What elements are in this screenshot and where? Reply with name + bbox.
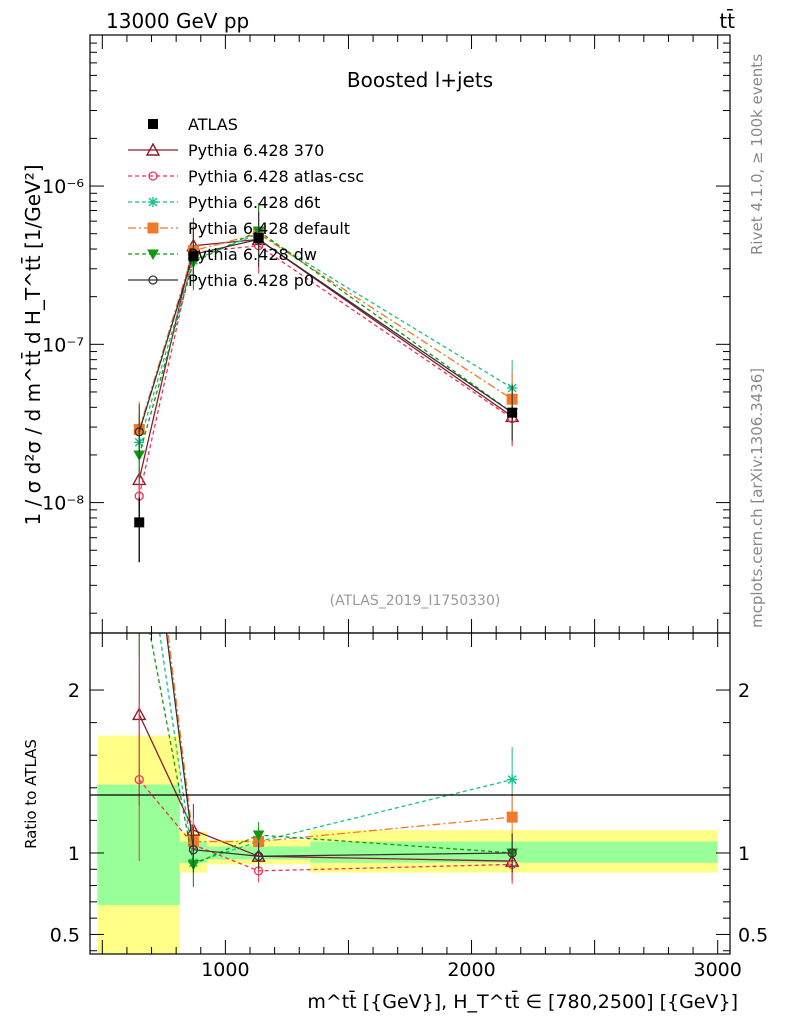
data-point xyxy=(134,517,145,528)
legend-marker xyxy=(147,222,159,234)
ratio-series xyxy=(132,392,520,888)
main-ytick-label: 10⁻⁷ xyxy=(42,334,84,356)
legend-label: ATLAS xyxy=(188,115,238,134)
legend: ATLAS Pythia 6.428 370 Pythia 6.428 atlas-… xyxy=(128,115,364,290)
rivet-label: Rivet 4.1.0, ≥ 100k events xyxy=(748,54,766,255)
main-frame xyxy=(89,34,731,634)
ratio-panel: 0.5 0.5 1 1 2 2 1000 2000 3000 Ratio to ATLAS m^… xyxy=(22,392,768,1013)
analysis-label: (ATLAS_2019_I1750330) xyxy=(330,593,501,609)
energy-label: 13000 GeV pp xyxy=(106,9,249,33)
data-point xyxy=(253,232,264,243)
ratio-point xyxy=(506,811,518,823)
legend-marker xyxy=(147,249,159,261)
series-line xyxy=(138,238,513,433)
process-label: tt̄ xyxy=(719,8,735,33)
ratio-ylabel: Ratio to ATLAS xyxy=(22,739,40,849)
uncertainty-band-green xyxy=(97,784,180,906)
legend-marker xyxy=(148,171,158,181)
data-point xyxy=(188,251,199,262)
ratio-line xyxy=(158,633,513,864)
ratio-ytick-label: 1 xyxy=(68,843,80,865)
ratio-point xyxy=(253,851,264,861)
ratio-line xyxy=(138,779,513,872)
main-series xyxy=(132,203,520,563)
series-point xyxy=(134,427,144,437)
data-point xyxy=(507,407,518,418)
ratio-point xyxy=(507,848,517,858)
ratio-line xyxy=(149,633,513,866)
main-ylabel: 1 / σ d²σ / d m^tt̄ d H_T^tt̄ [1/GeV²] xyxy=(20,164,45,525)
legend-marker xyxy=(145,142,161,156)
xlabel: m^tt̄ [{GeV}], H_T^tt̄ ∈ [780,2500] [{Ge… xyxy=(307,989,738,1013)
ratio-xtick-label: 2000 xyxy=(447,959,495,981)
legend-label: Pythia 6.428 dw xyxy=(188,245,317,264)
ratio-point xyxy=(134,392,144,402)
ratio-ytick-label-right: 2 xyxy=(738,680,750,702)
ratio-ytick-label-right: 0.5 xyxy=(738,924,768,946)
ratio-line xyxy=(165,633,513,857)
ratio-point xyxy=(507,774,518,785)
ratio-point xyxy=(134,774,144,785)
legend-label: Pythia 6.428 atlas-csc xyxy=(188,167,364,186)
series-line xyxy=(138,244,513,497)
main-ytick-label: 10⁻⁸ xyxy=(42,493,84,515)
ratio-ytick-label-right: 1 xyxy=(738,843,750,865)
series-line xyxy=(138,230,513,456)
ratio-ticks: 0.5 0.5 1 1 2 2 1000 2000 3000 xyxy=(50,633,768,981)
ratio-xtick-label: 3000 xyxy=(694,959,742,981)
legend-label: Pythia 6.428 370 xyxy=(188,141,324,160)
legend-label: Pythia 6.428 p0 xyxy=(188,271,314,290)
legend-marker xyxy=(148,197,158,207)
main-panel: Boosted l+jets (ATLAS_2019_I1750330) 1 /… xyxy=(20,34,731,634)
legend-marker xyxy=(148,275,158,285)
main-title: Boosted l+jets xyxy=(347,68,493,92)
ratio-ytick-label: 0.5 xyxy=(50,924,80,946)
legend-label: Pythia 6.428 default xyxy=(188,219,350,238)
ratio-series-group xyxy=(132,392,520,888)
legend-marker xyxy=(148,119,158,129)
ratio-ytick-label: 2 xyxy=(68,680,80,702)
main-ticks: 10⁻⁸ 10⁻⁷ 10⁻⁶ xyxy=(42,34,730,633)
ratio-frame xyxy=(89,632,731,955)
main-ytick-label: 10⁻⁶ xyxy=(42,176,84,198)
ratio-line xyxy=(167,633,513,843)
ratio-point xyxy=(252,830,265,842)
mcplots-label: mcplots.cern.ch [arXiv:1306.3436] xyxy=(748,368,766,628)
ratio-xtick-label: 1000 xyxy=(201,959,249,981)
legend-label: Pythia 6.428 d6t xyxy=(188,193,320,212)
ratio-point xyxy=(134,572,144,581)
series-line xyxy=(138,232,513,430)
ratio-point xyxy=(188,845,199,855)
ratio-line xyxy=(138,714,513,862)
